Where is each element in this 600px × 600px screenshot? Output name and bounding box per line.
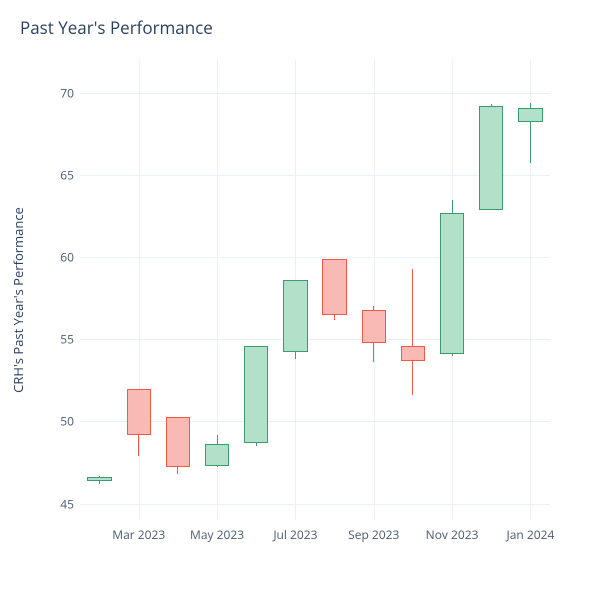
x-tick-label: Mar 2023 bbox=[112, 520, 165, 543]
candle-body bbox=[87, 477, 111, 480]
y-tick-label: 60 bbox=[60, 249, 80, 266]
y-tick-label: 65 bbox=[60, 167, 80, 184]
candle-body bbox=[479, 106, 503, 210]
y-tick-label: 50 bbox=[60, 413, 80, 430]
candle-body bbox=[440, 213, 464, 354]
x-tick-label: Jan 2024 bbox=[507, 520, 555, 543]
x-tick-label: Sep 2023 bbox=[348, 520, 399, 543]
candle-body bbox=[166, 417, 190, 468]
x-tick-label: Nov 2023 bbox=[426, 520, 479, 543]
x-tick-label: May 2023 bbox=[190, 520, 244, 543]
y-axis-label: CRH's Past Year's Performance bbox=[9, 207, 27, 393]
candle-body bbox=[322, 259, 346, 315]
y-tick-label: 45 bbox=[60, 495, 80, 512]
y-gridline bbox=[80, 504, 550, 505]
candle-wick bbox=[412, 269, 413, 396]
candle-body bbox=[127, 389, 151, 435]
chart-container: Past Year's Performance CRH's Past Year'… bbox=[0, 0, 600, 600]
x-gridline bbox=[374, 60, 375, 520]
y-tick-label: 55 bbox=[60, 331, 80, 348]
chart-title: Past Year's Performance bbox=[20, 16, 213, 39]
candle-body bbox=[401, 346, 425, 361]
y-gridline bbox=[80, 339, 550, 340]
y-gridline bbox=[80, 93, 550, 94]
y-gridline bbox=[80, 257, 550, 258]
y-tick-label: 70 bbox=[60, 84, 80, 101]
candle-body bbox=[518, 108, 542, 123]
candle-body bbox=[244, 346, 268, 443]
candle-body bbox=[205, 444, 229, 465]
x-tick-label: Jul 2023 bbox=[273, 520, 317, 543]
plot-area: 455055606570Mar 2023May 2023Jul 2023Sep … bbox=[80, 60, 550, 520]
candle-body bbox=[362, 310, 386, 343]
candle-body bbox=[283, 280, 307, 352]
